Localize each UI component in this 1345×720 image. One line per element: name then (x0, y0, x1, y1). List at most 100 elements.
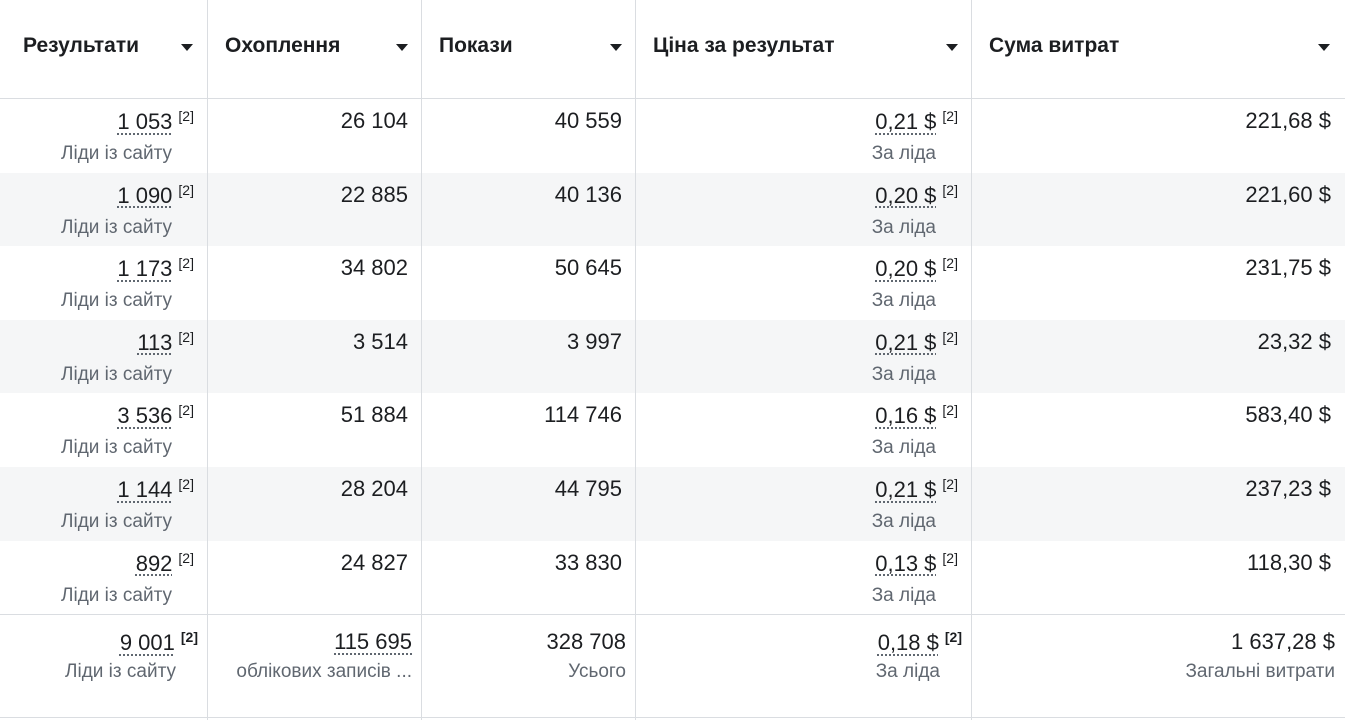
reach-value: 34 802 (340, 255, 408, 281)
table-row[interactable]: 113 [2] Ліди із сайту 3 514 3 997 0,21 $ [2] За… (0, 319, 1345, 394)
column-header-label: Охоплення (225, 34, 341, 57)
amount-spent-value: 118,30 $ (1246, 549, 1331, 575)
table-row[interactable]: 1 053 [2] Ліди із сайту 26 104 40 559 0,21 $ [… (0, 99, 1345, 173)
table-row[interactable]: 1 173 [2] Ліди із сайту 34 802 50 645 0,20 $ [… (0, 246, 1345, 320)
cost-per-result-value[interactable]: 0,21 $ (875, 477, 937, 502)
results-value[interactable]: 892 (135, 550, 173, 576)
sort-dropdown-icon[interactable] (181, 44, 193, 51)
cost-per-result-cell: 0,13 $ [2] За ліда (636, 541, 972, 615)
table-row[interactable]: 892 [2] Ліди із сайту 24 827 33 830 0,13 $ [2]… (0, 541, 1345, 615)
footnote-marker[interactable]: [2] (942, 255, 958, 272)
amount-spent-cell: 221,68 $ (972, 99, 1345, 173)
footnote-marker[interactable]: [2] (942, 402, 958, 419)
footnote-marker[interactable]: [2] (178, 181, 194, 198)
reach-cell: 51 884 (208, 393, 422, 467)
results-label: Ліди із сайту (61, 363, 172, 385)
column-header-label: Сума витрат (989, 34, 1120, 57)
column-header-label: Покази (439, 34, 513, 57)
total-reach-cell: 115 695 облікових записів ... (208, 615, 422, 717)
total-amount-spent-cell: 1 637,28 $ Загальні витрати (972, 615, 1345, 717)
amount-spent-value: 221,68 $ (1245, 108, 1331, 133)
column-header-results[interactable]: Результати (0, 0, 208, 98)
impressions-cell: 3 997 (422, 320, 636, 394)
column-header-label: Результати (23, 34, 140, 57)
sort-dropdown-icon[interactable] (610, 44, 622, 51)
column-header-reach[interactable]: Охоплення (208, 0, 422, 98)
amount-spent-value: 237,23 $ (1245, 476, 1331, 501)
reach-value: 22 885 (340, 181, 408, 207)
footnote-marker[interactable]: [2] (178, 549, 194, 566)
total-amount-spent-label: Загальні витрати (1185, 661, 1335, 682)
footnote-marker[interactable]: [2] (942, 549, 958, 566)
reach-cell: 26 104 (208, 99, 422, 173)
total-impressions-label: Усього (568, 661, 626, 682)
total-results-label: Ліди із сайту (65, 661, 176, 682)
column-divider (971, 0, 972, 720)
cost-per-result-value[interactable]: 0,20 $ (875, 182, 937, 208)
footnote-marker[interactable]: [2] (944, 629, 962, 645)
footnote-marker[interactable]: [2] (178, 402, 194, 419)
amount-spent-cell: 23,32 $ (972, 320, 1345, 394)
cost-per-result-label: За ліда (871, 511, 936, 532)
total-results-cell: 9 001 [2] Ліди із сайту (0, 615, 208, 717)
amount-spent-value: 583,40 $ (1245, 402, 1331, 428)
impressions-value: 44 795 (554, 476, 622, 501)
cost-per-result-value[interactable]: 0,21 $ (875, 329, 937, 355)
results-value[interactable]: 113 (137, 329, 173, 355)
amount-spent-value: 23,32 $ (1257, 328, 1331, 354)
results-label: Ліди із сайту (61, 290, 172, 312)
total-results-value[interactable]: 9 001 (119, 630, 175, 655)
impressions-value: 50 645 (554, 255, 622, 281)
footnote-marker[interactable]: [2] (180, 629, 198, 645)
footnote-marker[interactable]: [2] (942, 476, 958, 492)
footnote-marker[interactable]: [2] (178, 108, 194, 124)
column-divider (421, 0, 422, 720)
reach-value: 24 827 (340, 549, 408, 575)
column-header-impressions[interactable]: Покази (422, 0, 636, 98)
amount-spent-value: 231,75 $ (1245, 255, 1331, 281)
cost-per-result-value[interactable]: 0,13 $ (875, 550, 937, 576)
cost-per-result-value[interactable]: 0,20 $ (875, 256, 937, 282)
footnote-marker[interactable]: [2] (178, 255, 194, 272)
impressions-cell: 40 559 (422, 99, 636, 173)
sort-dropdown-icon[interactable] (946, 44, 958, 51)
cost-per-result-value[interactable]: 0,16 $ (875, 403, 937, 429)
footnote-marker[interactable]: [2] (942, 181, 958, 198)
table-row[interactable]: 1 144 [2] Ліди із сайту 28 204 44 795 0,21 $ [… (0, 467, 1345, 541)
results-label: Ліди із сайту (61, 437, 172, 459)
total-amount-spent-value: 1 637,28 $ (1231, 629, 1335, 654)
total-cost-per-result-value[interactable]: 0,18 $ (877, 630, 939, 655)
results-value[interactable]: 1 090 (117, 182, 173, 208)
reach-value: 26 104 (340, 108, 408, 133)
total-reach-value[interactable]: 115 695 (334, 629, 412, 654)
results-label: Ліди із сайту (61, 511, 172, 532)
table-header: Результати Охоплення Покази Ціна за резу… (0, 0, 1345, 99)
column-header-cost-per-result[interactable]: Ціна за результат (636, 0, 972, 98)
column-divider (635, 0, 636, 720)
impressions-cell: 40 136 (422, 173, 636, 247)
reach-value: 51 884 (340, 402, 408, 428)
amount-spent-cell: 118,30 $ (972, 541, 1345, 615)
impressions-value: 114 746 (544, 402, 622, 428)
footnote-marker[interactable]: [2] (178, 476, 194, 492)
table-row[interactable]: 3 536 [2] Ліди із сайту 51 884 114 746 0,16 $… (0, 393, 1345, 467)
footnote-marker[interactable]: [2] (942, 328, 958, 345)
results-value[interactable]: 1 053 (117, 109, 173, 134)
sort-dropdown-icon[interactable] (1318, 44, 1330, 51)
results-value[interactable]: 1 173 (117, 256, 173, 282)
footnote-marker[interactable]: [2] (942, 108, 958, 124)
amount-spent-cell: 231,75 $ (972, 246, 1345, 320)
table-row[interactable]: 1 090 [2] Ліди із сайту 22 885 40 136 0,20 $ [… (0, 172, 1345, 247)
results-value[interactable]: 3 536 (117, 403, 173, 429)
cost-per-result-label: За ліда (871, 290, 936, 312)
results-value[interactable]: 1 144 (117, 477, 173, 502)
results-cell: 113 [2] Ліди із сайту (0, 320, 208, 394)
sort-dropdown-icon[interactable] (396, 44, 408, 51)
cost-per-result-value[interactable]: 0,21 $ (875, 109, 937, 134)
reach-cell: 22 885 (208, 173, 422, 247)
total-reach-label: облікових записів ... (236, 661, 412, 682)
column-header-amount-spent[interactable]: Сума витрат (972, 0, 1345, 98)
footnote-marker[interactable]: [2] (178, 328, 194, 345)
cost-per-result-label: За ліда (871, 143, 936, 164)
